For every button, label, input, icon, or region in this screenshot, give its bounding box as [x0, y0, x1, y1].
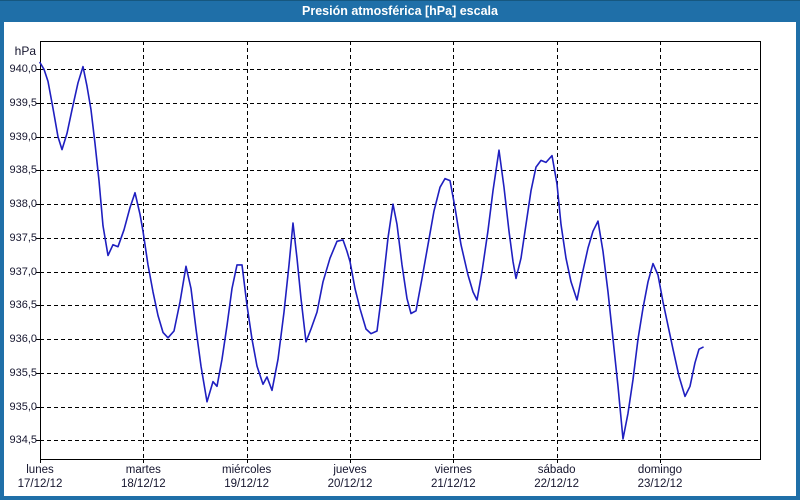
y-tick-label: 935,0: [9, 401, 37, 413]
day-name: viernes: [434, 464, 472, 476]
pressure-series-line: [39, 61, 704, 440]
y-tick-label: 938,5: [9, 164, 37, 176]
y-axis-unit-label: hPa: [14, 44, 36, 58]
y-tick-label: 939,5: [9, 97, 37, 109]
y-tick-label: 934,5: [9, 434, 37, 446]
chart-panel: [4, 22, 796, 496]
x-day-label: martes 18/12/12: [92, 463, 194, 491]
day-date: 23/12/12: [637, 478, 683, 490]
day-name: lunes: [26, 464, 54, 476]
y-tick-label: 940,0: [9, 63, 37, 75]
y-tick-label: 935,5: [9, 367, 37, 379]
day-date: 22/12/12: [534, 478, 580, 490]
day-name: domingo: [637, 464, 683, 476]
x-day-label: sábado 22/12/12: [506, 463, 608, 491]
day-date: 20/12/12: [327, 478, 373, 490]
y-tick-label: 938,0: [9, 198, 37, 210]
day-name: miércoles: [222, 464, 272, 476]
x-day-label: miércoles 19/12/12: [196, 463, 298, 491]
x-day-label: domingo 23/12/12: [609, 463, 711, 491]
day-date: 18/12/12: [120, 478, 166, 490]
day-name: martes: [125, 464, 161, 476]
y-tick-label: 939,0: [9, 131, 37, 143]
x-day-label: lunes 17/12/12: [0, 463, 91, 491]
day-date: 21/12/12: [430, 478, 476, 490]
y-tick-label: 937,0: [9, 266, 37, 278]
day-date: 17/12/12: [17, 478, 63, 490]
day-name: sábado: [537, 464, 576, 476]
y-tick-label: 937,5: [9, 232, 37, 244]
chart-title: Presión atmosférica [hPa] escala: [302, 4, 498, 18]
chart-title-bar: Presión atmosférica [hPa] escala: [0, 0, 800, 22]
y-tick-label: 936,0: [9, 333, 37, 345]
y-tick-label: 936,5: [9, 299, 37, 311]
x-day-label: viernes 21/12/12: [402, 463, 504, 491]
x-day-label: jueves 20/12/12: [299, 463, 401, 491]
day-date: 19/12/12: [224, 478, 270, 490]
day-name: jueves: [333, 464, 367, 476]
